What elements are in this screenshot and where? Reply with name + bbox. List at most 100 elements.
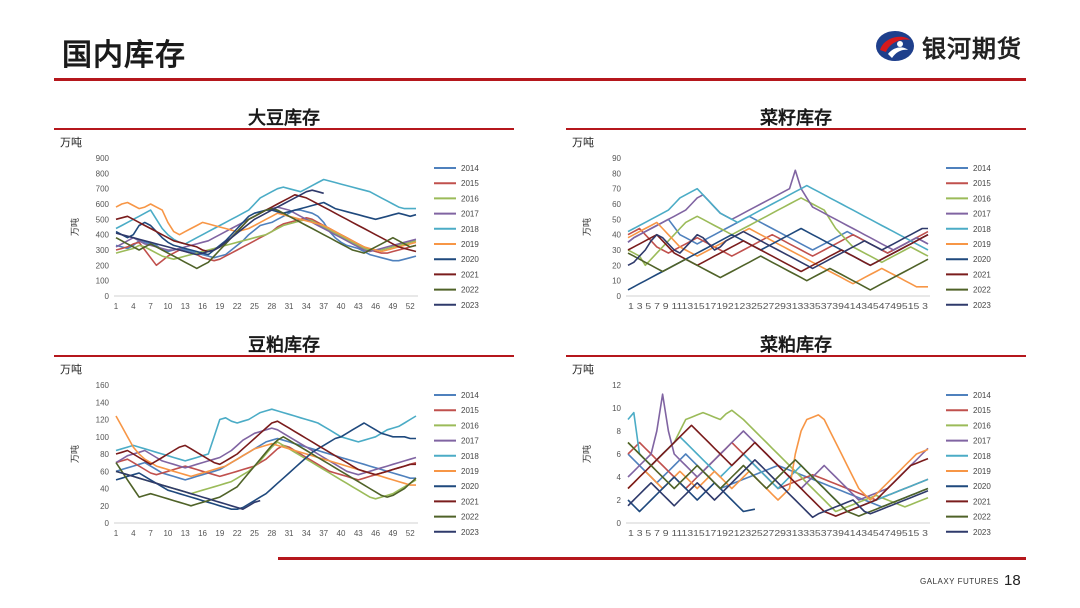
footer-divider	[278, 557, 1026, 560]
chart-title: 菜粕库存	[760, 335, 832, 355]
legend-label: 2023	[461, 301, 479, 310]
unit-label: 万吨	[60, 364, 82, 376]
x-tick-label: 19	[215, 529, 224, 538]
series-line-2017	[627, 393, 929, 501]
y-tick-label: 80	[612, 169, 621, 178]
y-tick-label: 0	[617, 292, 622, 301]
legend-label: 2021	[461, 270, 479, 279]
y-tick-label: 2	[617, 496, 622, 505]
chart-plot: 万吨 0 10 20 30 40 50 60 70 80 90 1 3 5 7 9 111315171…	[581, 154, 991, 311]
x-tick-label: 4	[131, 302, 136, 311]
y-tick-label: 100	[96, 433, 110, 442]
x-tick-labels: 1 3 5 7 9 111315171921232527293133353739…	[628, 529, 929, 538]
brand-logo: 银河期货	[874, 28, 1034, 64]
series-line-2023	[627, 227, 928, 270]
x-tick-label: 1	[114, 529, 119, 538]
series-line-2021	[115, 420, 416, 476]
chart-title-divider	[566, 355, 1026, 357]
y-tick-label: 60	[612, 200, 621, 209]
legend-label: 2018	[461, 452, 479, 461]
x-tick-label: 16	[198, 529, 207, 538]
legend-label: 2017	[461, 210, 479, 219]
y-tick-label: 600	[96, 200, 110, 209]
legend-label: 2020	[973, 482, 991, 491]
y-tick-label: 700	[96, 185, 110, 194]
legend-label: 2019	[461, 240, 479, 249]
x-tick-label: 40	[337, 302, 346, 311]
x-tick-label: 49	[388, 302, 397, 311]
legend-label: 2021	[461, 497, 479, 506]
x-tick-label: 34	[302, 302, 311, 311]
series-line-2019	[627, 221, 928, 288]
y-tick-label: 160	[96, 381, 110, 390]
legend-label: 2018	[461, 225, 479, 234]
chart-plot: 万吨 0 20 40 60 80 100 120 140 160 1 4 7 10 13 16 19 22 25 28…	[69, 381, 479, 538]
legend-label: 2018	[973, 452, 991, 461]
x-tick-label: 28	[267, 529, 276, 538]
series-line-2022	[115, 436, 417, 507]
y-tick-label: 20	[612, 261, 621, 270]
series-line-2022	[627, 252, 929, 291]
y-tick-label: 40	[100, 485, 109, 494]
y-tick-label: 50	[612, 215, 621, 224]
legend-label: 2021	[973, 497, 991, 506]
y-tick-label: 30	[612, 246, 621, 255]
legend-label: 2014	[461, 164, 479, 173]
page-title: 国内库存	[62, 39, 186, 72]
series-line-2016	[627, 409, 929, 513]
y-tick-label: 120	[96, 416, 110, 425]
chart-soybean-stock: 大豆库存 万吨 万吨 0 100 200 300 400 500 600 700 800 900 1 4…	[54, 104, 514, 344]
series-line-2020	[115, 422, 416, 510]
x-tick-label: 43	[354, 529, 363, 538]
legend-label: 2017	[973, 210, 991, 219]
legend-label: 2015	[973, 179, 991, 188]
x-tick-label: 31	[285, 529, 294, 538]
chart-title: 豆粕库存	[248, 335, 320, 355]
y-tick-label: 300	[96, 246, 110, 255]
x-tick-label: 4	[131, 529, 136, 538]
legend-label: 2022	[461, 513, 479, 522]
x-tick-label: 46	[371, 529, 380, 538]
series-line-2018	[627, 184, 929, 251]
x-tick-labels: 1 3 5 7 9 111315171921232527293133353739…	[628, 302, 929, 311]
y-tick-label: 500	[96, 215, 110, 224]
chart-title-divider	[54, 355, 514, 357]
legend-label: 2021	[973, 270, 991, 279]
x-tick-label: 10	[163, 529, 172, 538]
y-tick-label: 10	[612, 404, 621, 413]
chart-title-divider	[566, 128, 1026, 130]
y-axis-label: 万吨	[581, 445, 592, 463]
legend-label: 2022	[973, 286, 991, 295]
series-line-2021	[627, 233, 929, 273]
x-tick-label: 46	[371, 302, 380, 311]
x-tick-label: 13	[181, 302, 190, 311]
x-tick-label: 16	[198, 302, 207, 311]
series-line-2023	[115, 470, 261, 510]
y-tick-label: 4	[617, 473, 622, 482]
series-line-2015	[115, 444, 417, 481]
unit-label: 万吨	[60, 137, 82, 149]
x-tick-label: 40	[337, 529, 346, 538]
page-number: 18	[1004, 572, 1021, 589]
legend-label: 2017	[973, 437, 991, 446]
y-tick-label: 900	[96, 154, 110, 163]
x-tick-label: 7	[148, 529, 153, 538]
y-tick-label: 20	[100, 502, 109, 511]
y-tick-label: 0	[617, 519, 622, 528]
legend-label: 2016	[973, 421, 991, 430]
legend-label: 2016	[461, 194, 479, 203]
y-tick-label: 100	[96, 277, 110, 286]
series-line-2023	[115, 189, 324, 256]
x-tick-label: 43	[354, 302, 363, 311]
series-line-2016	[115, 218, 417, 260]
x-tick-label: 52	[406, 529, 415, 538]
legend-label: 2015	[461, 406, 479, 415]
chart-title-divider	[54, 128, 514, 130]
y-tick-label: 140	[96, 398, 110, 407]
x-tick-label: 22	[233, 529, 242, 538]
y-tick-label: 8	[617, 427, 622, 436]
y-tick-label: 70	[612, 185, 621, 194]
legend-label: 2022	[461, 286, 479, 295]
series-line-2018	[627, 411, 929, 513]
y-tick-label: 10	[612, 277, 621, 286]
